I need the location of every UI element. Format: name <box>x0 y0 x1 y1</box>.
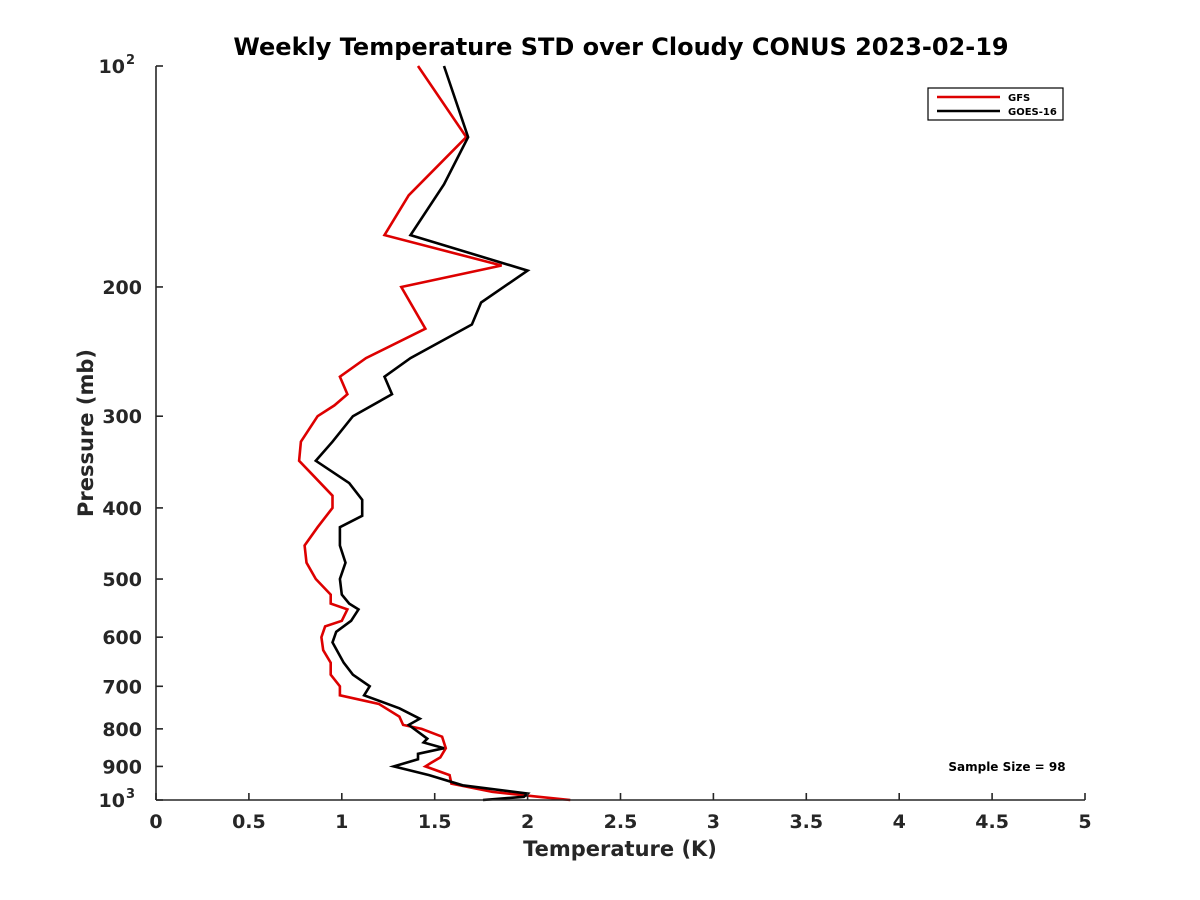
x-tick-label: 4.5 <box>975 811 1009 833</box>
plot-area: 0 0.5 1 1.5 2 2.5 3 3.5 4 4.5 510 22003004005006007… <box>99 53 1092 833</box>
legend-label-goes-16: GOES-16 <box>1008 107 1057 118</box>
x-tick-label: 0.5 <box>232 811 266 833</box>
series-line-gfs <box>297 65 571 802</box>
y-tick-label: 700 <box>102 676 142 698</box>
y-tick-label: 800 <box>102 719 142 741</box>
x-tick-label: 3.5 <box>789 811 823 833</box>
y-tick-label-exponent: 2 <box>126 53 135 68</box>
y-axis-label: Pressure (mb) <box>74 349 98 517</box>
y-tick-label: 300 <box>102 406 142 428</box>
x-tick-label: 1 <box>335 811 348 833</box>
y-tick-label: 200 <box>102 277 142 299</box>
legend-box <box>927 87 1064 121</box>
x-tick-label: 1.5 <box>418 811 452 833</box>
x-tick-label: 2.5 <box>604 811 638 833</box>
y-tick-label: 500 <box>102 569 142 591</box>
y-tick-label-exponent: 3 <box>126 787 135 802</box>
x-tick-label: 5 <box>1078 811 1091 833</box>
x-tick-label: 3 <box>707 811 720 833</box>
y-tick-label: 400 <box>102 498 142 520</box>
sample-size-annotation: Sample Size = 98 <box>948 760 1065 774</box>
series-line-goes-16 <box>313 65 531 802</box>
x-tick-label: 2 <box>521 811 534 833</box>
y-tick-label: 900 <box>102 756 142 778</box>
legend: GFS GOES-16 <box>927 87 1064 121</box>
x-tick-label: 4 <box>893 811 906 833</box>
y-tick-label: 10 <box>99 56 125 78</box>
chart-title: Weekly Temperature STD over Cloudy CONUS… <box>233 33 1008 61</box>
y-tick-label: 600 <box>102 627 142 649</box>
legend-label-gfs: GFS <box>1008 93 1030 104</box>
x-tick-label: 0 <box>149 811 162 833</box>
y-tick-label: 10 <box>99 790 125 812</box>
x-axis-label: Temperature (K) <box>523 837 717 861</box>
